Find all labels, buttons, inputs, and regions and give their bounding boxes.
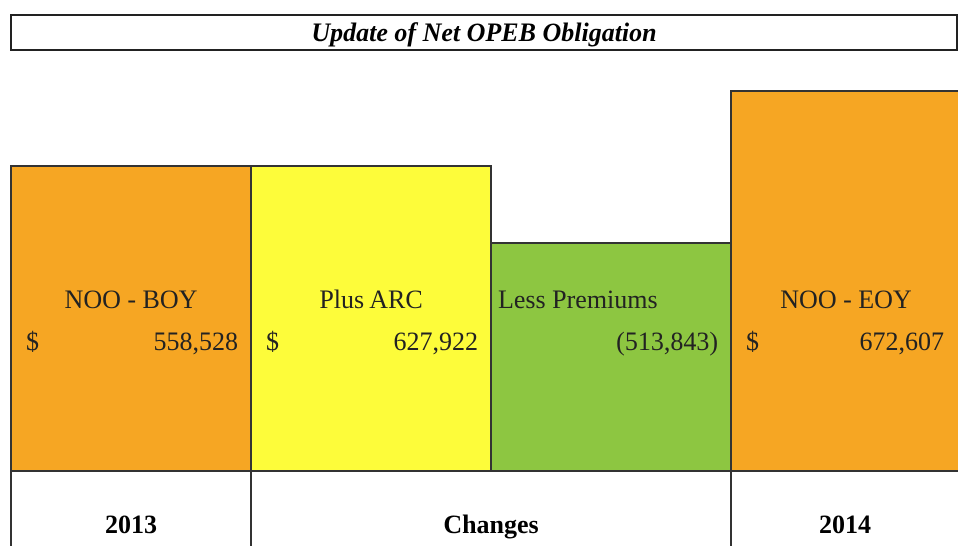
block-boy: NOO - BOY $ 558,528 <box>10 165 252 472</box>
block-amount: 627,922 <box>393 327 479 356</box>
block-premiums: Less Premiums (513,843) <box>490 242 732 472</box>
block-currency: $ <box>746 327 759 356</box>
block-label: Less Premiums <box>498 285 658 314</box>
block-arc: Plus ARC $ 627,922 <box>250 165 492 472</box>
block-currency: $ <box>266 327 279 356</box>
block-amount: (513,843) <box>616 327 718 356</box>
divider <box>10 470 12 546</box>
block-eoy: NOO - EOY $ 672,607 <box>730 90 958 472</box>
divider <box>250 470 252 546</box>
block-label: NOO - EOY <box>780 285 912 314</box>
block-amount: 672,607 <box>859 327 945 356</box>
divider <box>730 470 732 546</box>
footer-label: 2013 <box>105 510 157 539</box>
block-amount: 558,528 <box>153 327 239 356</box>
block-currency: $ <box>26 327 39 356</box>
title: Update of Net OPEB Obligation <box>10 14 958 51</box>
footer-label: Changes <box>443 510 539 539</box>
block-label: NOO - BOY <box>64 285 198 314</box>
footer-label: 2014 <box>819 510 871 539</box>
block-label: Plus ARC <box>319 285 423 314</box>
